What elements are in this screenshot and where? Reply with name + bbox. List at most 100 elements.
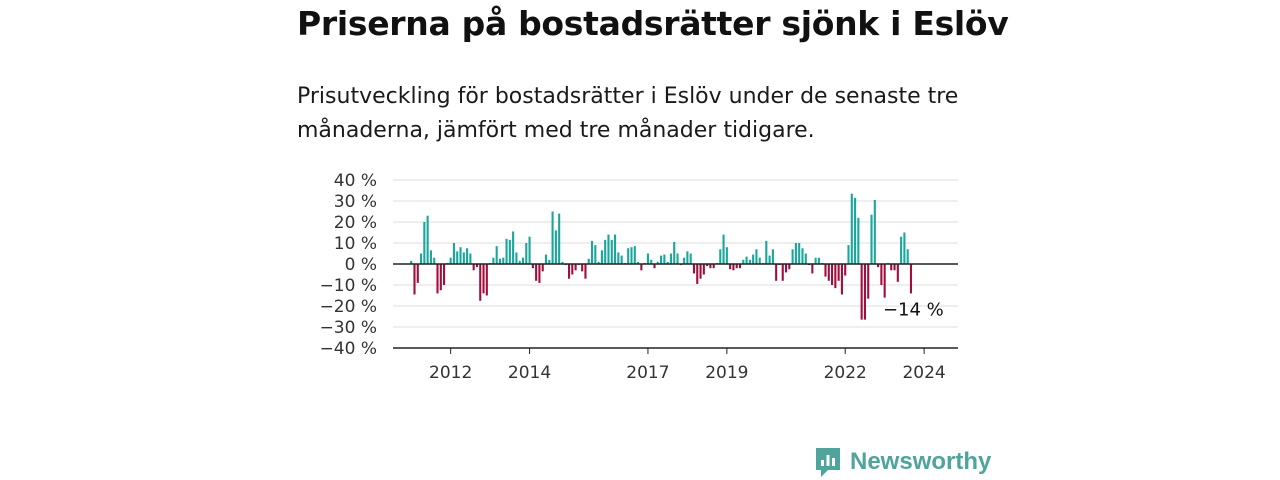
bar bbox=[673, 241, 676, 264]
bar bbox=[482, 264, 485, 294]
bar bbox=[574, 264, 577, 271]
axes bbox=[393, 263, 958, 354]
newsworthy-logo-icon bbox=[816, 448, 840, 477]
bar bbox=[656, 261, 659, 264]
bar bbox=[719, 249, 722, 264]
bar bbox=[784, 264, 788, 273]
bar bbox=[495, 246, 498, 264]
bar bbox=[420, 253, 423, 264]
bar bbox=[502, 257, 505, 264]
tick-labels: 40 %30 %20 %10 %0 %−10 %−20 %−30 %−40 % 2… bbox=[320, 171, 946, 383]
bar bbox=[909, 264, 913, 294]
bar bbox=[561, 261, 564, 264]
bar bbox=[663, 254, 666, 264]
bar bbox=[449, 257, 452, 264]
bar bbox=[850, 193, 853, 264]
bar bbox=[614, 234, 617, 264]
bar bbox=[633, 246, 636, 264]
bar bbox=[439, 264, 442, 291]
bar bbox=[834, 264, 837, 289]
y-tick-label: −20 % bbox=[320, 297, 377, 317]
x-tick-label: 2017 bbox=[626, 363, 669, 383]
bar bbox=[683, 257, 686, 264]
y-tick-label: 0 % bbox=[345, 255, 377, 275]
bar bbox=[804, 253, 807, 264]
bar bbox=[844, 264, 847, 276]
annotations: −14 % bbox=[883, 299, 944, 320]
x-tick-label: 2012 bbox=[429, 363, 472, 383]
bar bbox=[794, 243, 797, 264]
bar bbox=[485, 264, 488, 296]
bar bbox=[620, 255, 623, 264]
bar bbox=[847, 245, 850, 264]
y-tick-label: 40 % bbox=[334, 171, 377, 191]
bar bbox=[627, 248, 630, 264]
bar bbox=[617, 252, 620, 264]
bar bbox=[653, 264, 656, 269]
bar bbox=[824, 264, 827, 277]
bar bbox=[709, 264, 712, 269]
bar bbox=[755, 249, 758, 264]
bar bbox=[814, 257, 817, 264]
bar bbox=[548, 259, 551, 264]
bar bbox=[469, 253, 472, 264]
bar bbox=[831, 264, 834, 285]
bar bbox=[854, 197, 857, 264]
bar bbox=[765, 240, 768, 264]
last-value-annotation: −14 % bbox=[883, 299, 944, 320]
bar bbox=[646, 253, 649, 264]
bar bbox=[781, 264, 784, 281]
bar bbox=[900, 236, 903, 264]
bar bbox=[594, 245, 597, 264]
bars bbox=[410, 193, 913, 320]
bar bbox=[466, 248, 469, 264]
y-tick-label: −30 % bbox=[320, 318, 377, 338]
bar bbox=[676, 253, 679, 264]
bar bbox=[692, 264, 696, 274]
bar bbox=[518, 260, 521, 264]
bar bbox=[650, 259, 653, 264]
bar bbox=[452, 243, 455, 264]
bar bbox=[742, 259, 745, 264]
y-tick-label: −10 % bbox=[320, 276, 377, 296]
bar bbox=[837, 264, 840, 281]
bar bbox=[413, 264, 416, 295]
bar bbox=[498, 258, 502, 264]
bar bbox=[538, 264, 541, 283]
bar bbox=[535, 264, 538, 281]
bar bbox=[426, 215, 429, 264]
bar bbox=[735, 264, 738, 269]
bar bbox=[725, 247, 728, 264]
bar bbox=[600, 250, 603, 264]
bar bbox=[492, 257, 495, 264]
bar bbox=[827, 264, 830, 281]
bar bbox=[597, 261, 600, 264]
bar bbox=[906, 249, 909, 264]
chart-subtitle: Prisutveckling för bostadsrätter i Eslöv… bbox=[297, 84, 959, 143]
page-title: Priserna på bostadsrätter sjönk i Eslöv bbox=[297, 4, 1009, 43]
bar bbox=[883, 264, 886, 298]
bar bbox=[525, 243, 528, 264]
bar bbox=[630, 247, 633, 264]
bar bbox=[410, 260, 413, 264]
newsworthy-brand: Newsworthy bbox=[814, 446, 991, 478]
bar bbox=[870, 214, 873, 264]
bar bbox=[729, 264, 732, 270]
bar bbox=[515, 252, 518, 264]
y-tick-label: 10 % bbox=[334, 234, 377, 254]
bar bbox=[551, 211, 554, 264]
bar bbox=[587, 258, 590, 264]
bar bbox=[508, 239, 511, 264]
bar bbox=[554, 230, 557, 264]
bar bbox=[541, 264, 544, 272]
bar bbox=[459, 247, 462, 264]
bar bbox=[610, 239, 613, 264]
bar bbox=[436, 264, 439, 294]
bar bbox=[590, 240, 594, 264]
bar bbox=[521, 257, 525, 264]
bar bbox=[604, 239, 607, 264]
y-tick-label: −40 % bbox=[320, 339, 377, 359]
bar bbox=[660, 255, 663, 264]
bar bbox=[771, 249, 774, 264]
bar bbox=[880, 264, 883, 285]
